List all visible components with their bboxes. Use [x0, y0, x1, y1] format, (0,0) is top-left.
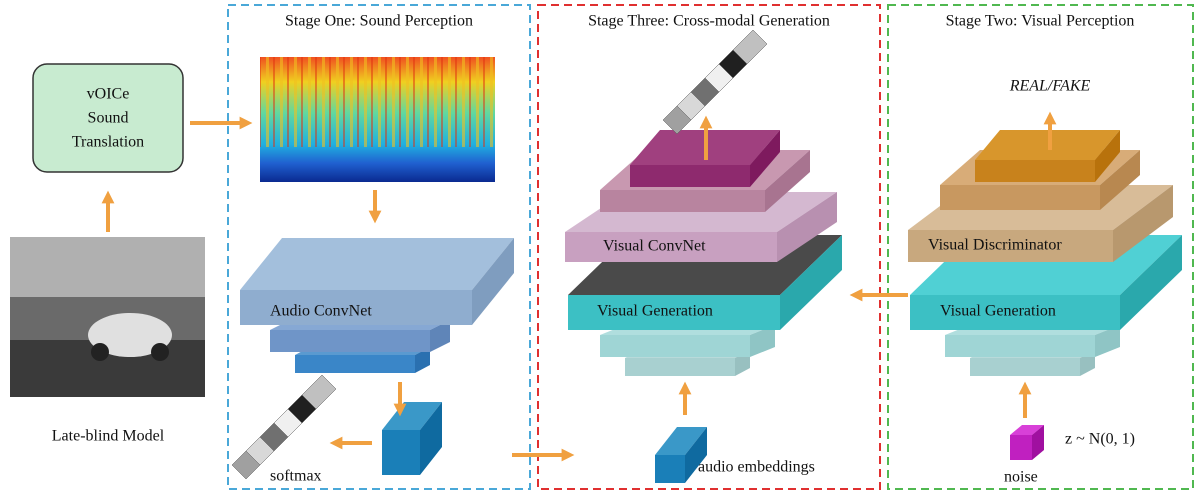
spectrogram	[260, 57, 495, 182]
stage-frame	[887, 4, 1194, 490]
slab-front	[975, 160, 1095, 182]
network-label: Visual ConvNet	[603, 238, 706, 255]
slab-front	[625, 358, 735, 376]
box-text: vOICe	[87, 86, 130, 103]
slab-top	[655, 427, 707, 455]
slab-side	[780, 235, 842, 330]
network-label: Visual Generation	[940, 303, 1056, 320]
slab-side	[472, 238, 514, 325]
translation-box	[32, 63, 184, 173]
slab-side	[430, 320, 450, 352]
stage-frame	[227, 4, 531, 490]
output-label: softmax	[270, 468, 322, 485]
slab-front	[970, 358, 1080, 376]
slab-front	[600, 190, 765, 212]
formula: z ~ N(0, 1)	[1065, 431, 1135, 448]
stage-frame	[537, 4, 881, 490]
slab-top	[1010, 425, 1044, 435]
input-label: noise	[1004, 469, 1038, 486]
network-label: Audio ConvNet	[270, 303, 372, 320]
slab-top	[382, 402, 442, 430]
slab-top	[975, 130, 1120, 160]
stage-title: Stage One: Sound Perception	[285, 13, 473, 30]
photo	[10, 237, 205, 397]
slab-side	[685, 427, 707, 483]
slab-side	[777, 192, 837, 262]
slab-side	[415, 347, 430, 373]
slab-front	[630, 165, 750, 187]
stage-title: Stage Three: Cross-modal Generation	[588, 13, 830, 30]
slab-front	[940, 185, 1100, 210]
slab-side	[420, 402, 442, 475]
vector-cell	[732, 29, 768, 65]
stage-title: Stage Two: Visual Perception	[946, 13, 1135, 30]
slab-front	[295, 355, 415, 373]
slab-front	[600, 335, 750, 357]
slab-side	[1095, 325, 1120, 357]
slab-front	[240, 290, 472, 325]
output-label: REAL/FAKE	[1009, 78, 1091, 95]
vector-cell	[301, 374, 337, 410]
box-text: Translation	[72, 134, 144, 151]
slab-side	[1120, 235, 1182, 330]
slab-side	[1095, 130, 1120, 182]
network-label: Visual Generation	[597, 303, 713, 320]
slab-front	[1010, 435, 1032, 460]
network-label: Visual Discriminator	[928, 237, 1062, 254]
slab-front	[910, 295, 1120, 330]
slab-front	[382, 430, 420, 475]
slab-front	[568, 295, 780, 330]
input-label: audio embeddings	[698, 459, 815, 476]
caption: Late-blind Model	[52, 428, 165, 445]
slab-top	[240, 238, 514, 290]
slab-front	[945, 335, 1095, 357]
slab-side	[750, 325, 775, 357]
slab-side	[1032, 425, 1044, 460]
slab-side	[765, 150, 810, 212]
slab-front	[655, 455, 685, 483]
slab-front	[270, 330, 430, 352]
slab-side	[1113, 185, 1173, 262]
slab-side	[750, 130, 780, 187]
slab-front	[908, 230, 1113, 262]
slab-front	[565, 232, 777, 262]
slab-side	[1100, 150, 1140, 210]
box-text: Sound	[88, 110, 129, 127]
